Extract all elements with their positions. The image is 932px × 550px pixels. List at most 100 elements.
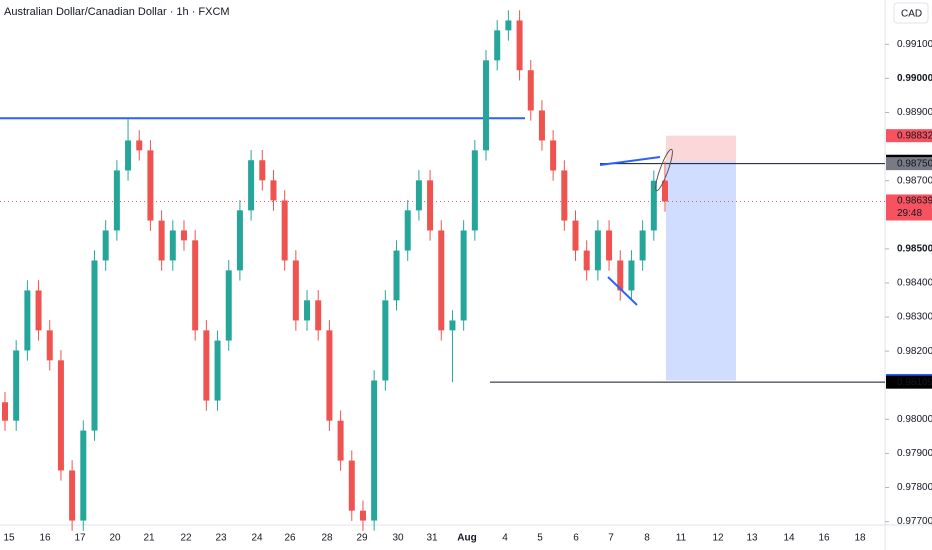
- currency-box[interactable]: [893, 2, 929, 24]
- currency-label: CAD: [901, 9, 922, 20]
- target-zone: [666, 161, 736, 381]
- stop-zone: [666, 135, 736, 162]
- candle-body: [505, 20, 512, 31]
- x-tick-label: 16: [818, 533, 830, 544]
- candle-body: [281, 200, 288, 261]
- candle-body: [538, 110, 545, 141]
- candle-body: [617, 260, 624, 291]
- x-tick-label: 28: [321, 533, 333, 544]
- price-tag: [886, 194, 932, 221]
- candle-body: [516, 20, 523, 71]
- candle-body: [639, 230, 646, 261]
- candle-body: [594, 230, 601, 271]
- y-tick-label: 0.99000: [897, 73, 932, 84]
- y-tick-label: 0.98700: [897, 175, 932, 186]
- pattern-line: [599, 156, 661, 166]
- price-tag-label: 0.98750: [897, 158, 932, 169]
- x-tick-label: 17: [74, 533, 86, 544]
- candle-body: [225, 270, 232, 341]
- x-tick-label: 30: [392, 533, 404, 544]
- x-tick-label: 12: [712, 533, 724, 544]
- x-tick-label: 21: [143, 533, 155, 544]
- candle-body: [326, 330, 333, 421]
- x-tick-label: 4: [502, 533, 508, 544]
- candle-body: [192, 240, 199, 331]
- price-tag-label: 0.98832: [897, 130, 932, 141]
- candle-body: [46, 330, 53, 361]
- candle-body: [304, 300, 311, 321]
- x-tick-label: 7: [608, 533, 614, 544]
- x-tick-label: 11: [676, 533, 687, 544]
- price-tag: [886, 157, 932, 171]
- candle-body: [438, 230, 445, 331]
- candle-body: [80, 430, 87, 521]
- y-tick-label: 0.98300: [897, 312, 932, 323]
- candle-body: [292, 260, 299, 321]
- candle-body: [662, 180, 668, 202]
- candle-body: [180, 230, 187, 241]
- candle-body: [527, 70, 534, 111]
- x-tick-label: 20: [109, 533, 121, 544]
- x-tick-label: 29: [356, 533, 368, 544]
- candle-body: [136, 140, 143, 151]
- candle-body: [270, 180, 277, 201]
- y-tick-label: 0.99100: [897, 39, 932, 50]
- candle-body: [236, 210, 243, 271]
- y-tick-label: 0.97900: [897, 448, 932, 459]
- candle-body: [102, 230, 109, 261]
- candle-body: [382, 300, 389, 381]
- pattern-line: [607, 276, 638, 306]
- candle-body: [169, 230, 176, 261]
- candle-body: [69, 470, 76, 521]
- x-tick-label: 8: [644, 533, 650, 544]
- y-tick-label: 0.98200: [897, 346, 932, 357]
- x-tick-label: Aug: [457, 533, 476, 544]
- y-tick-label: 0.97800: [897, 482, 932, 493]
- candle-body: [214, 340, 221, 401]
- y-tick-label: 0.98500: [897, 244, 932, 255]
- candle-body: [460, 230, 467, 321]
- x-tick-label: 5: [537, 533, 543, 544]
- x-tick-label: 31: [426, 533, 438, 544]
- candle-body: [404, 210, 411, 251]
- chart-title: Australian Dollar/Canadian Dollar · 1h ·…: [4, 6, 230, 18]
- x-tick-label: 24: [251, 533, 263, 544]
- price-tag-label: 0.98639: [897, 196, 932, 207]
- price-tag: [886, 129, 932, 143]
- candle-body: [125, 140, 132, 171]
- candle-body: [203, 330, 210, 401]
- candle-body: [561, 170, 568, 221]
- x-tick-label: 13: [746, 533, 758, 544]
- candle-body: [449, 320, 456, 331]
- y-tick-label: 0.97700: [897, 516, 932, 527]
- x-tick-label: 22: [180, 533, 192, 544]
- x-tick-label: 15: [3, 533, 15, 544]
- candle-body: [483, 60, 490, 151]
- candle-body: [2, 402, 8, 421]
- x-tick-label: 16: [39, 533, 51, 544]
- candle-body: [550, 140, 557, 171]
- y-tick-label: 0.98900: [897, 107, 932, 118]
- x-tick-label: 18: [854, 533, 866, 544]
- candle-body: [147, 150, 154, 221]
- candle-body: [650, 180, 657, 231]
- y-tick-label: 0.98400: [897, 278, 932, 289]
- candle-body: [606, 230, 613, 261]
- candle-body: [248, 160, 255, 211]
- candle-body: [415, 180, 422, 211]
- candle-body: [13, 350, 20, 421]
- candle-body: [572, 220, 579, 251]
- candle-body: [348, 460, 355, 511]
- price-tag-label: 0.98109: [897, 377, 932, 388]
- x-tick-label: 26: [284, 533, 296, 544]
- candle-body: [393, 250, 400, 301]
- candle-body: [24, 290, 31, 351]
- ellipse-drawing: [655, 148, 673, 192]
- x-tick-label: 14: [783, 533, 795, 544]
- countdown-label: 29:48: [897, 208, 922, 219]
- candle-body: [471, 150, 478, 231]
- candle-body: [259, 160, 266, 181]
- candle-body: [57, 360, 64, 471]
- candle-body: [359, 510, 366, 521]
